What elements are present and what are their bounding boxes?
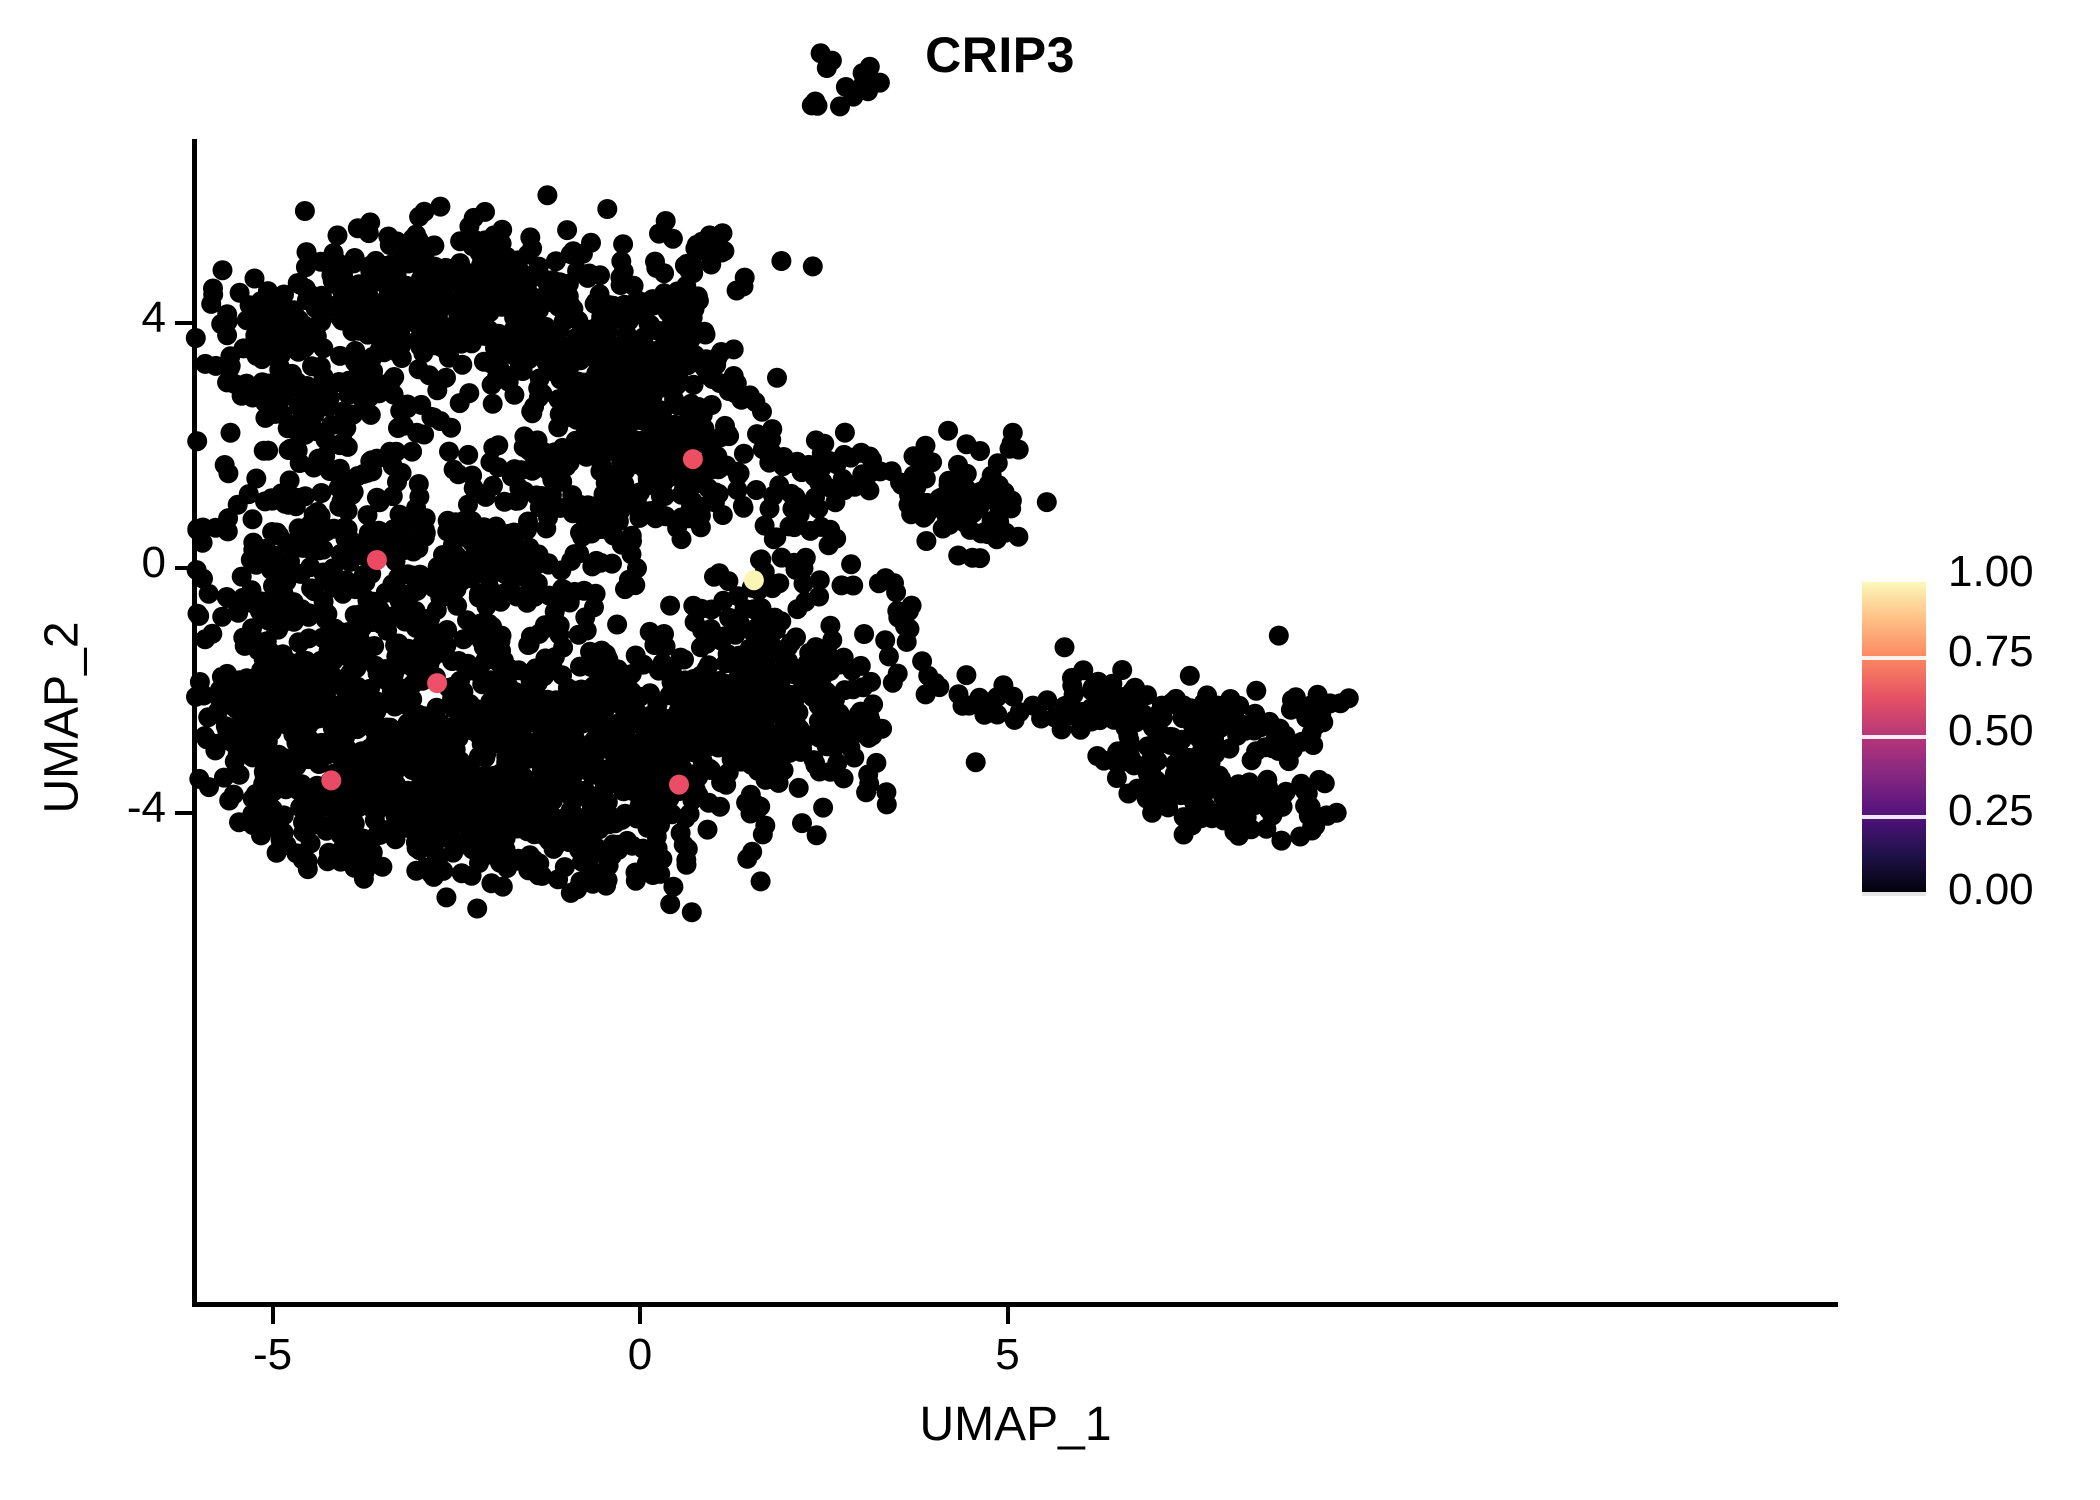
x-tick-mark xyxy=(1005,1307,1010,1324)
y-axis-line xyxy=(192,139,197,1307)
y-axis-label: UMAP_2 xyxy=(35,621,89,814)
legend-tick-label: 0.50 xyxy=(1948,706,2034,755)
colorbar-tick xyxy=(1862,735,1926,739)
x-axis-label: UMAP_1 xyxy=(919,1398,1112,1451)
legend-tick-label: 1.00 xyxy=(1948,547,2034,596)
colorbar-tick xyxy=(1862,578,1926,582)
colorbar-legend: 1.00 0.75 0.50 0.25 0.00 xyxy=(1862,547,2072,914)
x-tick-mark xyxy=(270,1307,275,1324)
y-tick-label: 0 xyxy=(141,538,166,587)
page-title: CRIP3 xyxy=(925,27,1075,83)
x-tick-label: 5 xyxy=(995,1330,1020,1379)
x-tick-label: -5 xyxy=(252,1330,293,1379)
plot-panel xyxy=(196,141,1835,1305)
y-tick-mark xyxy=(175,321,192,326)
colorbar-tick xyxy=(1862,892,1926,896)
y-tick-mark xyxy=(175,810,192,815)
y-tick-mark xyxy=(175,566,192,570)
legend-tick-label: 0.25 xyxy=(1948,785,2034,835)
colorbar-tick xyxy=(1862,814,1926,819)
colorbar-gradient xyxy=(1862,578,1926,896)
x-axis-line xyxy=(192,1302,1838,1307)
x-tick-mark xyxy=(638,1307,642,1324)
legend-tick-label: 0.00 xyxy=(1948,865,2034,914)
y-tick-label: 4 xyxy=(141,293,166,343)
colorbar-tick xyxy=(1862,655,1926,660)
legend-tick-label: 0.75 xyxy=(1948,626,2034,676)
x-tick-label: 0 xyxy=(627,1330,653,1379)
y-tick-label: -4 xyxy=(126,782,166,832)
